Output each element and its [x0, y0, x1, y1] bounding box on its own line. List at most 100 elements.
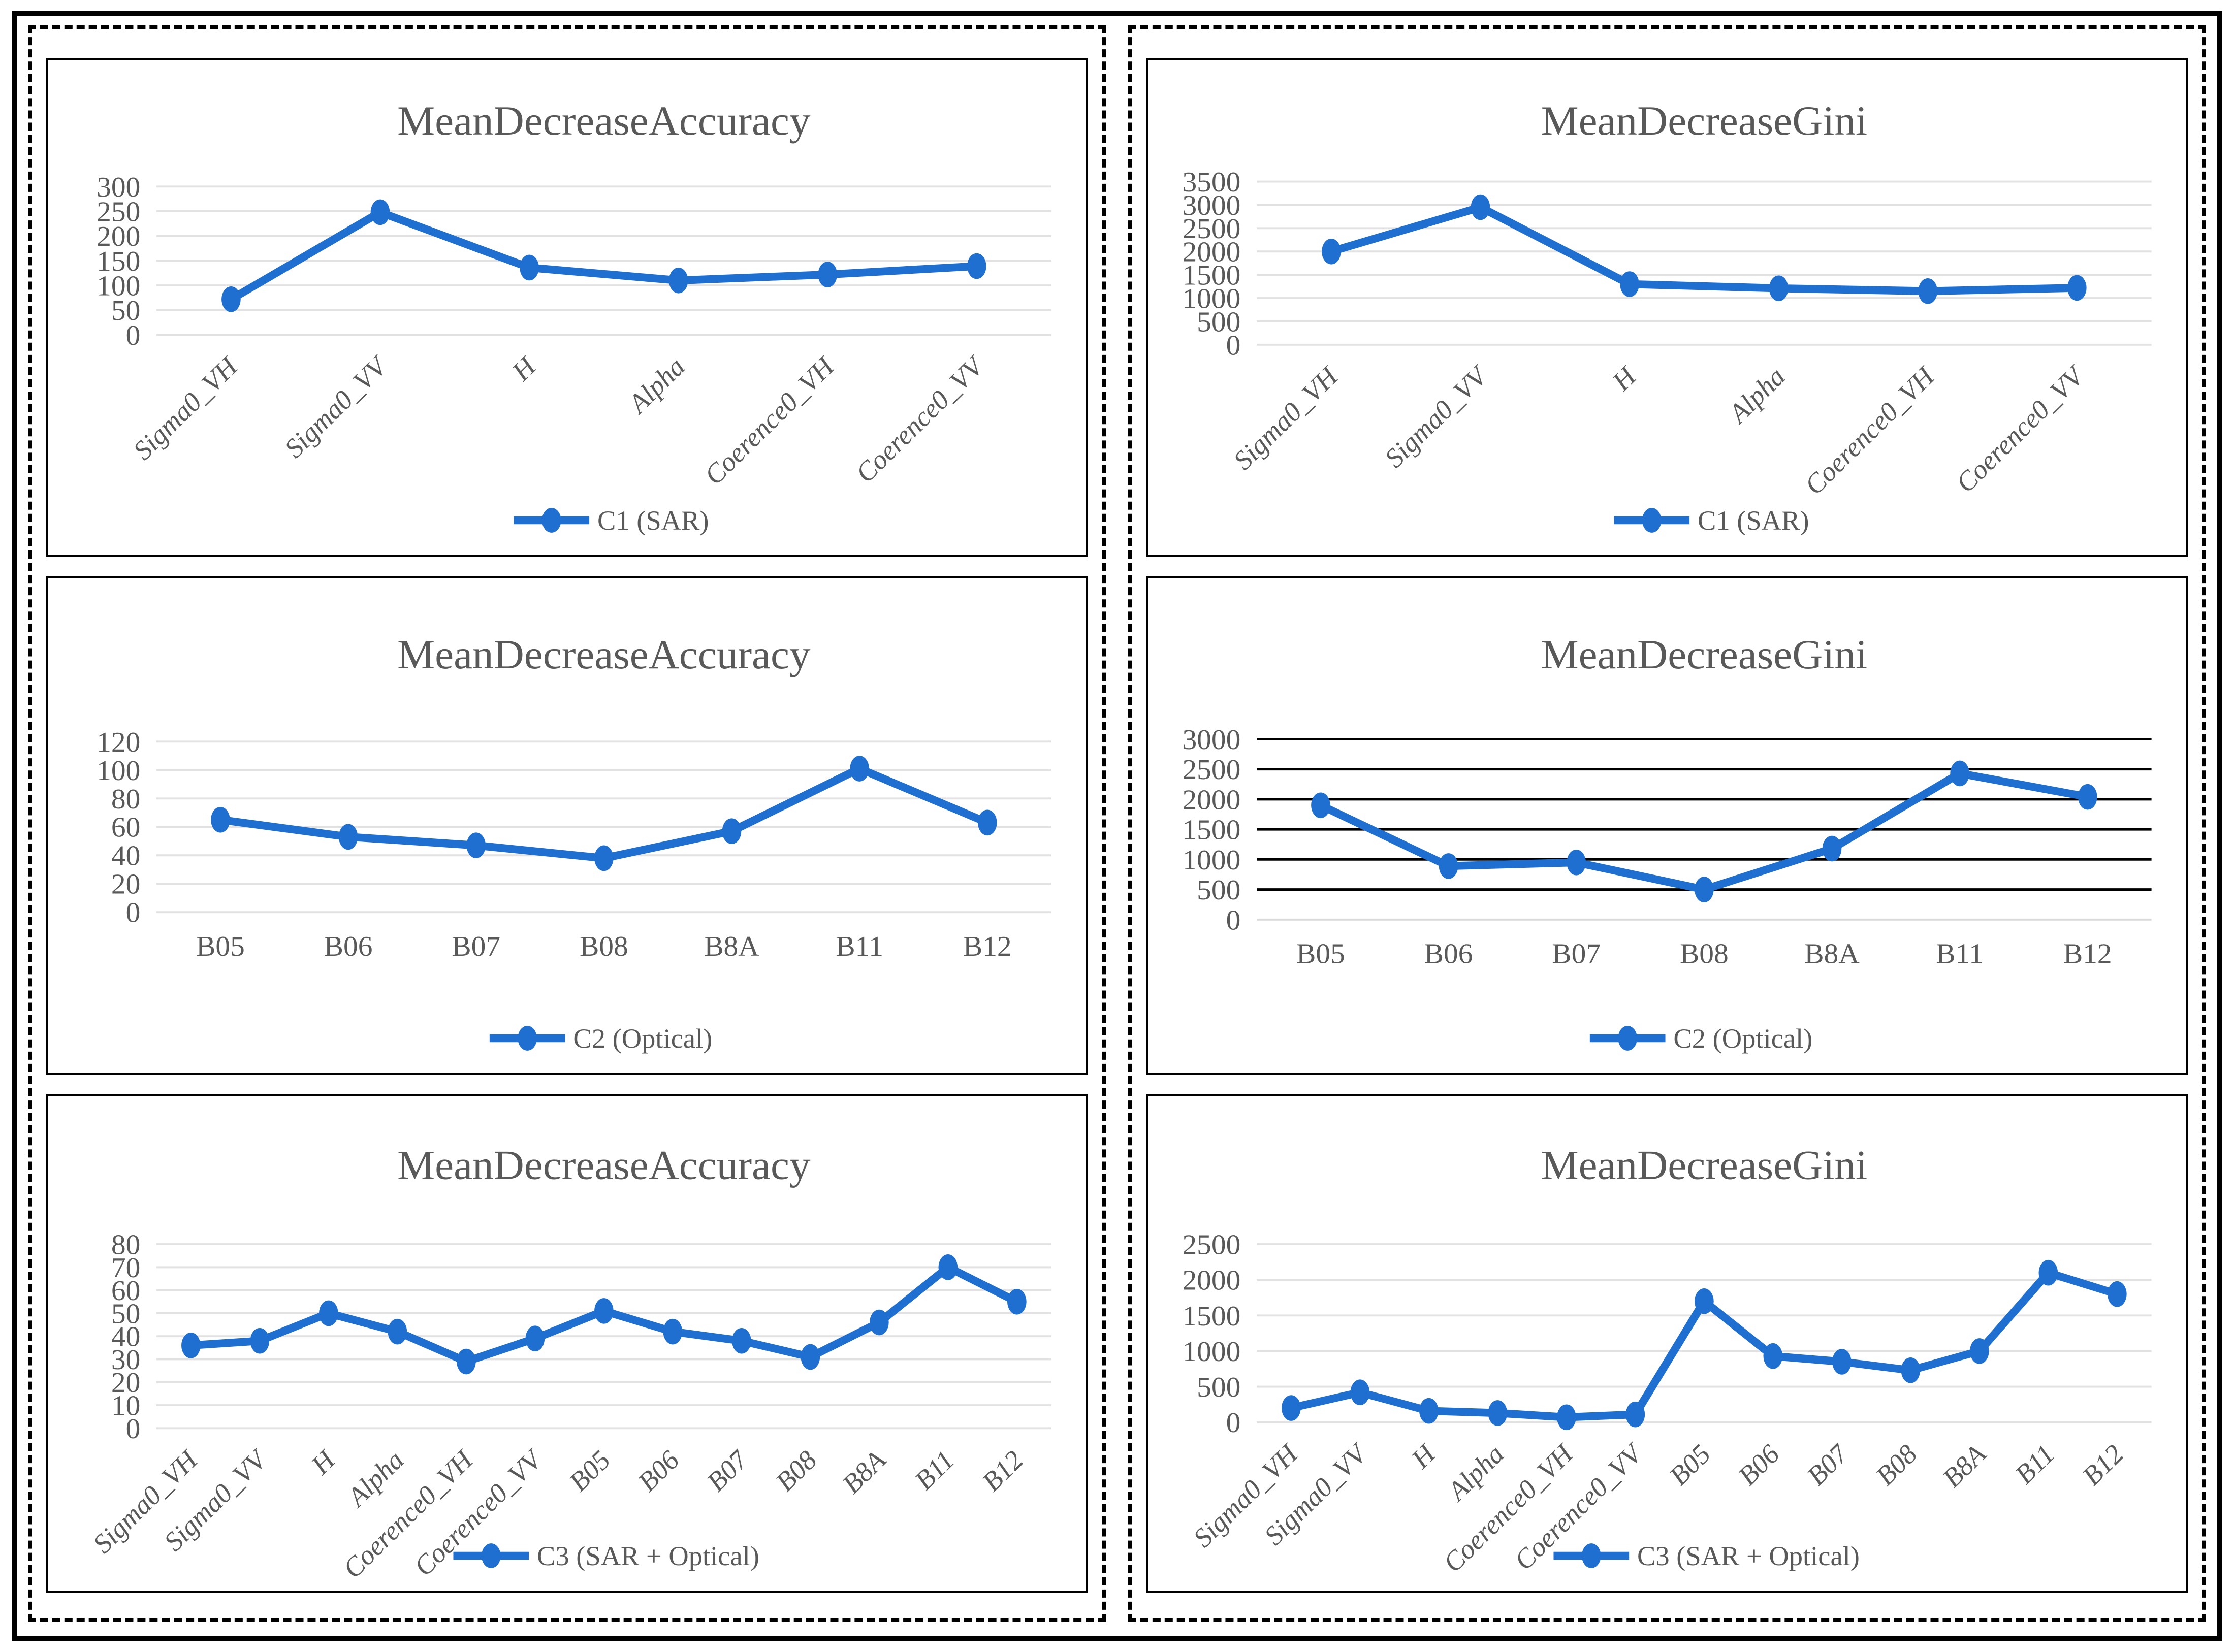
data-point-marker	[1695, 876, 1714, 902]
x-tick-label: Alpha	[1721, 361, 1791, 430]
legend-label: C1 (SAR)	[597, 505, 709, 535]
x-tick-label: B05	[196, 930, 245, 962]
data-point-marker	[221, 286, 241, 312]
y-tick-label: 0	[1226, 904, 1241, 935]
data-point-marker	[1769, 275, 1789, 302]
data-point-marker	[319, 1300, 338, 1326]
x-tick-label: B12	[2063, 938, 2112, 969]
legend: C1 (SAR)	[514, 505, 709, 536]
legend: C2 (Optical)	[1589, 1023, 1812, 1054]
y-tick-label: 300	[97, 171, 140, 203]
x-tick-label: B07	[700, 1444, 754, 1497]
y-tick-label: 80	[111, 1229, 140, 1260]
x-tick-label: B11	[836, 930, 883, 962]
x-tick-label: Sigma0_VV	[278, 349, 395, 464]
x-tick-label: B11	[1936, 938, 1984, 969]
x-tick-label: B06	[632, 1445, 685, 1497]
chart-title: MeanDecreaseGini	[1541, 1142, 1868, 1188]
data-point-marker	[1007, 1289, 1027, 1315]
y-tick-label: 120	[97, 726, 140, 758]
data-point-marker	[732, 1328, 751, 1354]
y-tick-label: 40	[111, 840, 140, 871]
y-tick-label: 100	[97, 755, 140, 786]
chart-title: MeanDecreaseGini	[1541, 98, 1868, 144]
y-tick-label: 500	[1197, 306, 1240, 338]
data-point-marker	[370, 199, 390, 225]
y-tick-label: 60	[111, 812, 140, 843]
y-tick-label: 2500	[1182, 213, 1240, 244]
y-tick-label: 3000	[1182, 724, 1240, 755]
y-tick-label: 10	[111, 1390, 140, 1421]
x-tick-label: Sigma0_VH	[127, 350, 244, 466]
y-tick-label: 100	[97, 270, 140, 302]
data-point-marker	[1950, 760, 1969, 786]
data-point-marker	[1567, 849, 1586, 876]
y-tick-label: 40	[111, 1321, 140, 1352]
data-point-marker	[1695, 1288, 1714, 1314]
left-dashed-group-mean-decrease-accuracy: 0 50 100 150 200 250 300 Sigma0_VH Sigma0_VV H Alp…	[28, 25, 1106, 1622]
x-tick-label: B8A	[704, 930, 759, 962]
x-tick-label: Coerence0_VV	[850, 349, 992, 489]
legend-marker	[1642, 508, 1662, 533]
series-line	[216, 764, 992, 862]
x-tick-label: H	[305, 1444, 342, 1480]
chart-title: MeanDecreaseAccuracy	[397, 1142, 810, 1188]
y-tick-label: 500	[1197, 1372, 1240, 1403]
data-point-marker	[1557, 1404, 1576, 1431]
x-tick-label: B06	[1424, 938, 1473, 969]
legend-label: C2 (Optical)	[1673, 1023, 1812, 1053]
data-point-marker	[525, 1325, 545, 1352]
data-point-marker	[2038, 1260, 2058, 1286]
y-tick-label: 0	[126, 319, 141, 351]
y-tick-label: 2000	[1182, 784, 1240, 816]
x-tick-label: B08	[1870, 1439, 1923, 1492]
data-point-marker	[211, 806, 230, 833]
legend-label: C3 (SAR + Optical)	[537, 1541, 759, 1571]
x-tick-label: Sigma0_VH	[1227, 360, 1345, 475]
x-tick-label: B12	[2076, 1439, 2129, 1492]
data-point-marker	[1832, 1349, 1852, 1375]
x-tick-label: Coerence0_VH	[698, 350, 841, 491]
legend-marker	[1618, 1025, 1638, 1051]
y-tick-label: 0	[126, 897, 141, 928]
data-point-marker	[977, 809, 997, 835]
x-tick-label: H	[1405, 1438, 1442, 1474]
data-point-marker	[2108, 1281, 2127, 1307]
data-point-marker	[338, 824, 358, 850]
data-point-marker	[801, 1344, 820, 1370]
y-tick-label: 2000	[1182, 1265, 1240, 1296]
data-point-marker	[1901, 1357, 1921, 1383]
legend-marker	[1581, 1543, 1601, 1569]
figure-outer-border: 0 50 100 150 200 250 300 Sigma0_VH Sigma0_VV H Alp…	[12, 11, 2222, 1641]
y-tick-label: 500	[1197, 874, 1240, 905]
x-tick-label: B07	[1552, 938, 1601, 969]
series-line	[227, 208, 981, 304]
data-point-marker	[1625, 1402, 1645, 1428]
y-tick-label: 3500	[1182, 166, 1240, 198]
y-tick-label: 80	[111, 783, 140, 815]
y-tick-label: 0	[1226, 1407, 1241, 1439]
x-tick-label: B07	[1801, 1438, 1855, 1491]
chart-panel-accuracy-c3-sar-optical: 0 10 20 30 40 50 60 70 80 Sigma0_VH Sigma0_VV H Alph…	[46, 1094, 1088, 1593]
chart-panel-gini-c2-optical: 0 500 1000 1500 2000 2500 3000 B05 B06 B07 B08 B8A B…	[1146, 576, 2188, 1075]
x-tick-label: B06	[1732, 1439, 1785, 1492]
y-tick-label: 50	[111, 295, 140, 327]
data-point-marker	[1918, 278, 1938, 304]
y-tick-label: 0	[126, 1413, 141, 1445]
data-point-marker	[1439, 853, 1458, 879]
x-tick-label: B11	[909, 1445, 961, 1496]
data-point-marker	[1419, 1398, 1439, 1424]
legend-marker	[518, 1025, 537, 1051]
data-point-marker	[1620, 271, 1639, 297]
y-tick-label: 60	[111, 1275, 140, 1307]
legend-label: C1 (SAR)	[1698, 505, 1809, 535]
x-tick-label: Coerence0_VV	[1950, 359, 2092, 498]
y-tick-label: 20	[111, 1367, 140, 1399]
x-tick-label: H	[505, 350, 542, 387]
